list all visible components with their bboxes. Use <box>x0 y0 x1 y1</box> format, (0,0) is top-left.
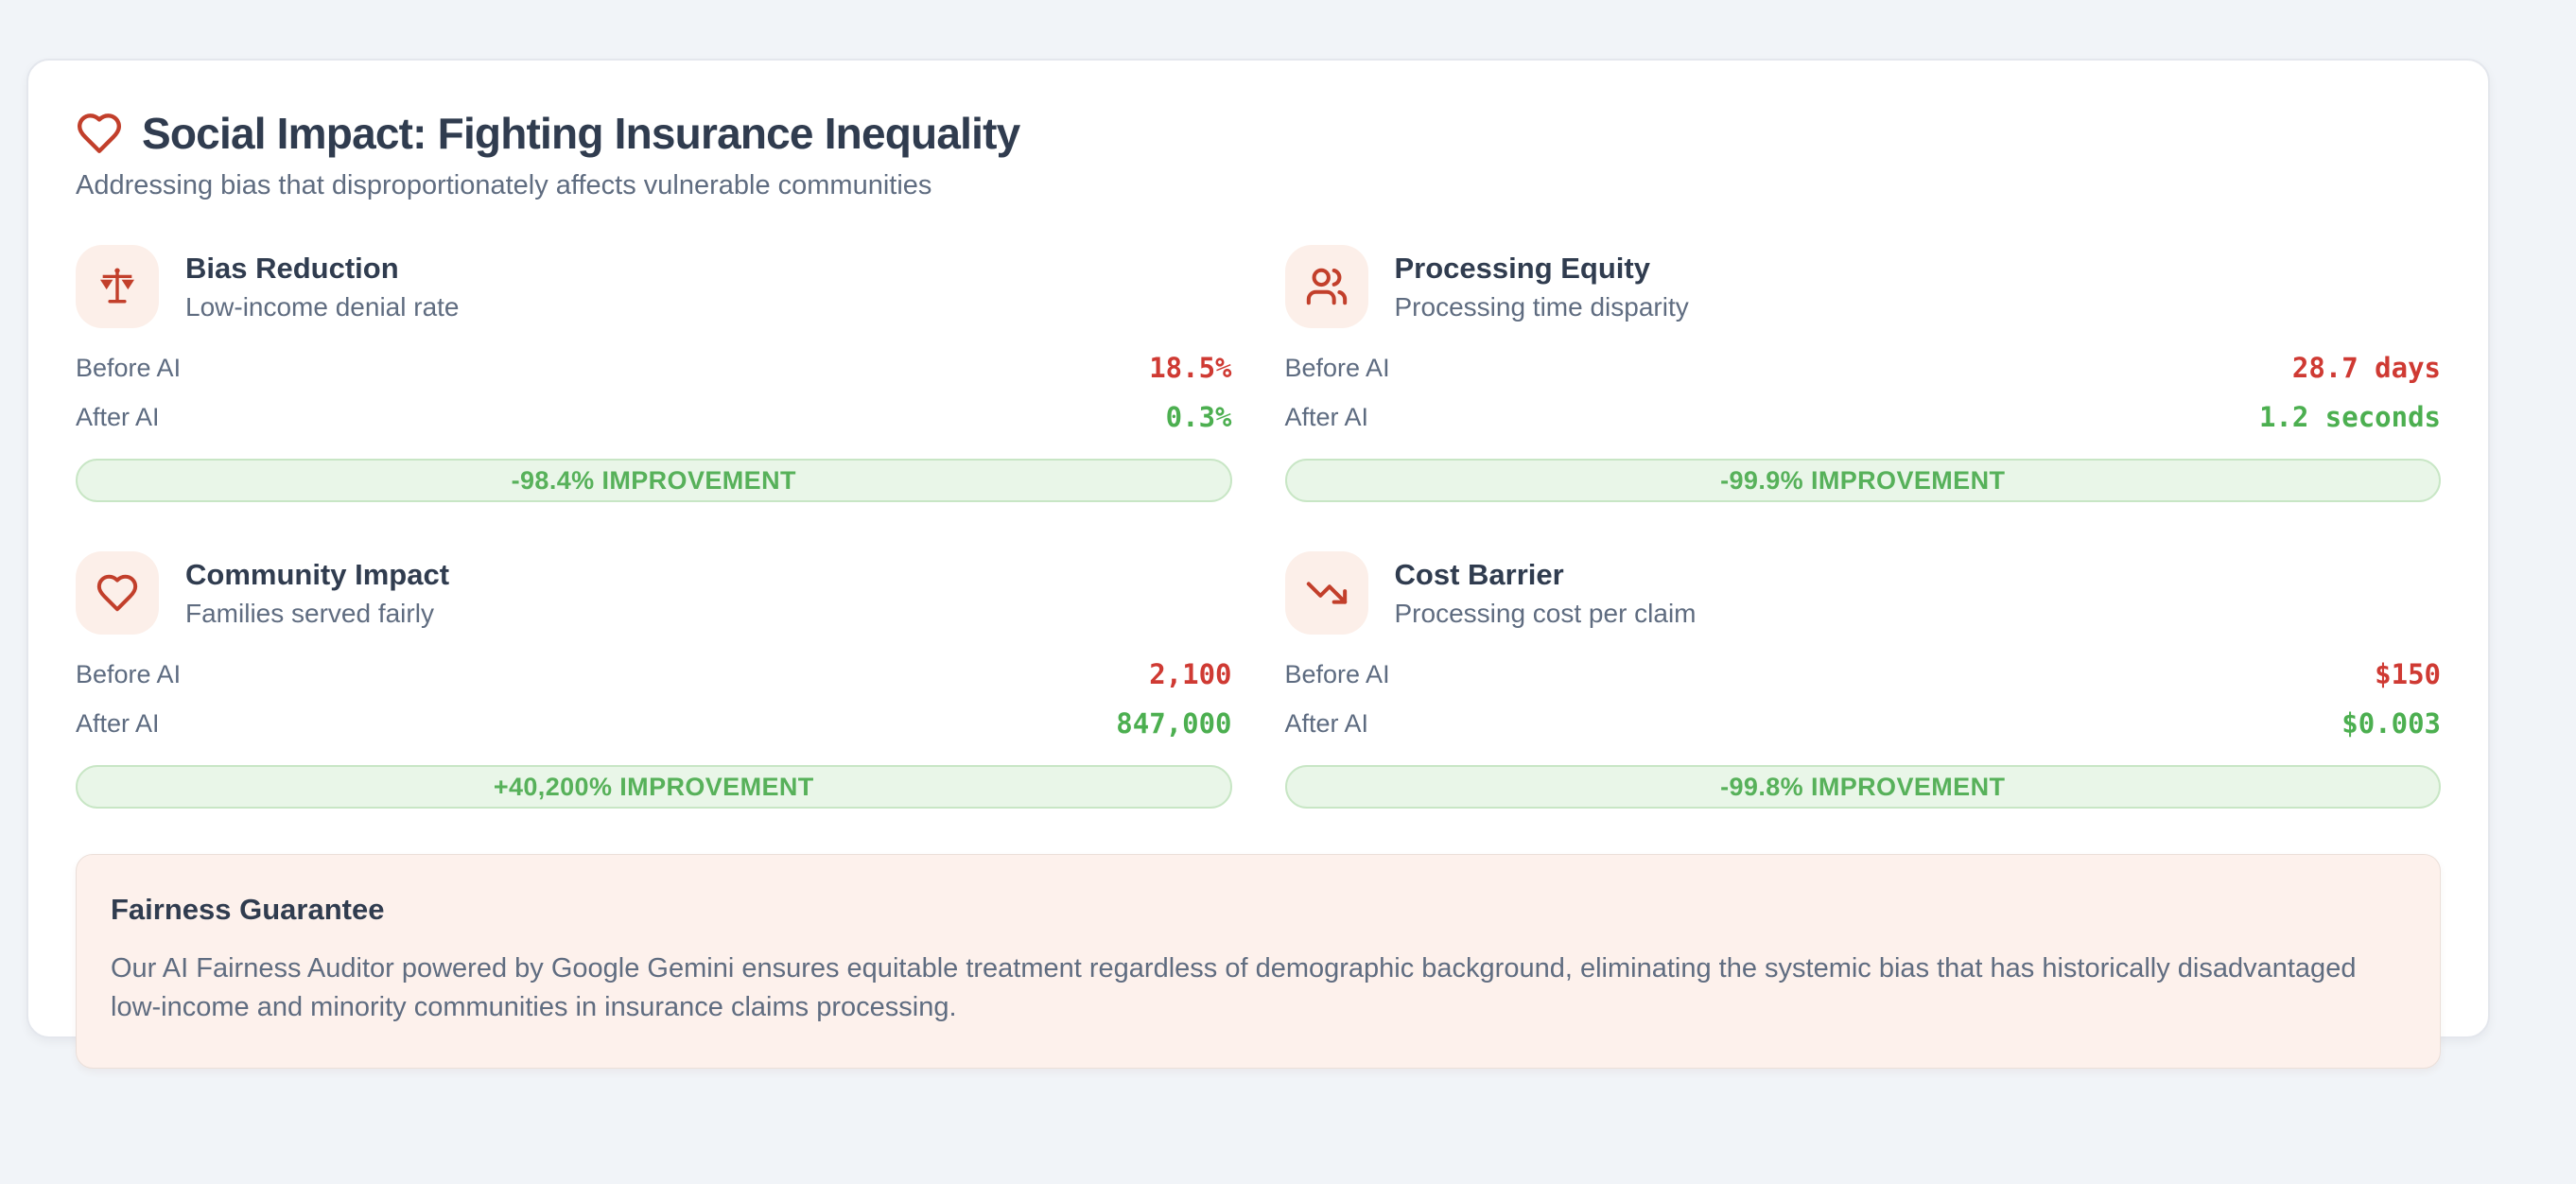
fairness-body: Our AI Fairness Auditor powered by Googl… <box>111 953 2357 1022</box>
users-icon <box>1306 268 1347 305</box>
metric-rows: Before AI $150 After AI $0.003 <box>1285 650 2442 748</box>
page-title: Social Impact: Fighting Insurance Inequa… <box>142 109 1020 158</box>
fairness-guarantee-note: Fairness Guarantee Our AI Fairness Audit… <box>76 854 2441 1070</box>
after-ai-label: After AI <box>1284 708 1369 738</box>
metric-icon-chip <box>76 245 159 328</box>
after-ai-label: After AI <box>76 402 160 431</box>
metric-header: Processing Equity Processing time dispar… <box>1284 245 2442 328</box>
metric-title: Community Impact <box>185 557 450 591</box>
before-ai-row: Before AI 18.5% <box>76 343 1232 392</box>
improvement-badge: -99.8% IMPROVEMENT <box>1284 765 2441 809</box>
after-ai-row: After AI 847,000 <box>76 699 1232 748</box>
metric-icon-chip <box>1284 245 1368 328</box>
after-ai-row: After AI 1.2 seconds <box>1285 392 2442 442</box>
metric-title: Bias Reduction <box>185 251 399 285</box>
metric-icon-chip <box>76 551 159 635</box>
improvement-badge: -99.9% IMPROVEMENT <box>1284 459 2441 502</box>
metric-card-bias-reduction: Bias Reduction Low-income denial rate Be… <box>76 245 1232 502</box>
after-ai-row: After AI 0.3% <box>76 392 1232 442</box>
metric-title: Processing Equity <box>1394 251 1650 285</box>
after-ai-value: 1.2 seconds <box>2258 401 2441 433</box>
metric-title: Cost Barrier <box>1394 557 1564 591</box>
social-impact-card: Social Impact: Fighting Insurance Inequa… <box>26 59 2490 1070</box>
improvement-badge: -98.4% IMPROVEMENT <box>76 459 1232 502</box>
heart-icon <box>76 110 123 157</box>
card-header: Social Impact: Fighting Insurance Inequa… <box>76 108 2441 159</box>
metric-header: Community Impact Families served fairly <box>76 551 1232 635</box>
after-ai-label: After AI <box>76 708 160 738</box>
before-ai-label: Before AI <box>76 353 182 382</box>
metric-subtitle: Families served fairly <box>185 598 434 628</box>
before-ai-label: Before AI <box>1284 659 1390 688</box>
before-ai-row: Before AI $150 <box>1285 650 2442 699</box>
before-ai-row: Before AI 28.7 days <box>1285 343 2442 392</box>
metric-card-community-impact: Community Impact Families served fairly … <box>76 551 1232 809</box>
before-ai-value: 2,100 <box>1149 658 1232 690</box>
before-ai-value: $150 <box>2375 658 2441 690</box>
metric-rows: Before AI 2,100 After AI 847,000 <box>76 650 1232 748</box>
scale-icon <box>99 268 135 304</box>
metric-subtitle: Low-income denial rate <box>185 291 460 322</box>
metrics-grid: Bias Reduction Low-income denial rate Be… <box>76 245 2441 809</box>
metric-rows: Before AI 18.5% After AI 0.3% <box>76 343 1232 442</box>
before-ai-label: Before AI <box>1284 353 1390 382</box>
after-ai-row: After AI $0.003 <box>1285 699 2442 748</box>
before-ai-value: 18.5% <box>1149 352 1232 384</box>
improvement-badge: +40,200% IMPROVEMENT <box>76 765 1232 809</box>
metric-subtitle: Processing cost per claim <box>1394 598 1697 628</box>
metric-card-processing-equity: Processing Equity Processing time dispar… <box>1284 245 2442 502</box>
before-ai-row: Before AI 2,100 <box>76 650 1232 699</box>
fairness-title: Fairness Guarantee <box>111 893 385 926</box>
metric-rows: Before AI 28.7 days After AI 1.2 seconds <box>1285 343 2442 442</box>
page-subtitle: Addressing bias that disproportionately … <box>76 170 932 200</box>
metric-subtitle: Processing time disparity <box>1394 291 1689 322</box>
trending-down-icon <box>1306 582 1347 604</box>
metric-icon-chip <box>1284 551 1368 635</box>
after-ai-value: 847,000 <box>1116 707 1232 740</box>
before-ai-label: Before AI <box>76 659 182 688</box>
after-ai-label: After AI <box>1284 402 1369 431</box>
heart-icon <box>96 574 138 612</box>
metric-header: Bias Reduction Low-income denial rate <box>76 245 1232 328</box>
after-ai-value: 0.3% <box>1165 401 1232 433</box>
after-ai-value: $0.003 <box>2341 707 2441 740</box>
metric-card-cost-barrier: Cost Barrier Processing cost per claim B… <box>1284 551 2442 809</box>
metric-header: Cost Barrier Processing cost per claim <box>1284 551 2442 635</box>
before-ai-value: 28.7 days <box>2291 352 2441 384</box>
